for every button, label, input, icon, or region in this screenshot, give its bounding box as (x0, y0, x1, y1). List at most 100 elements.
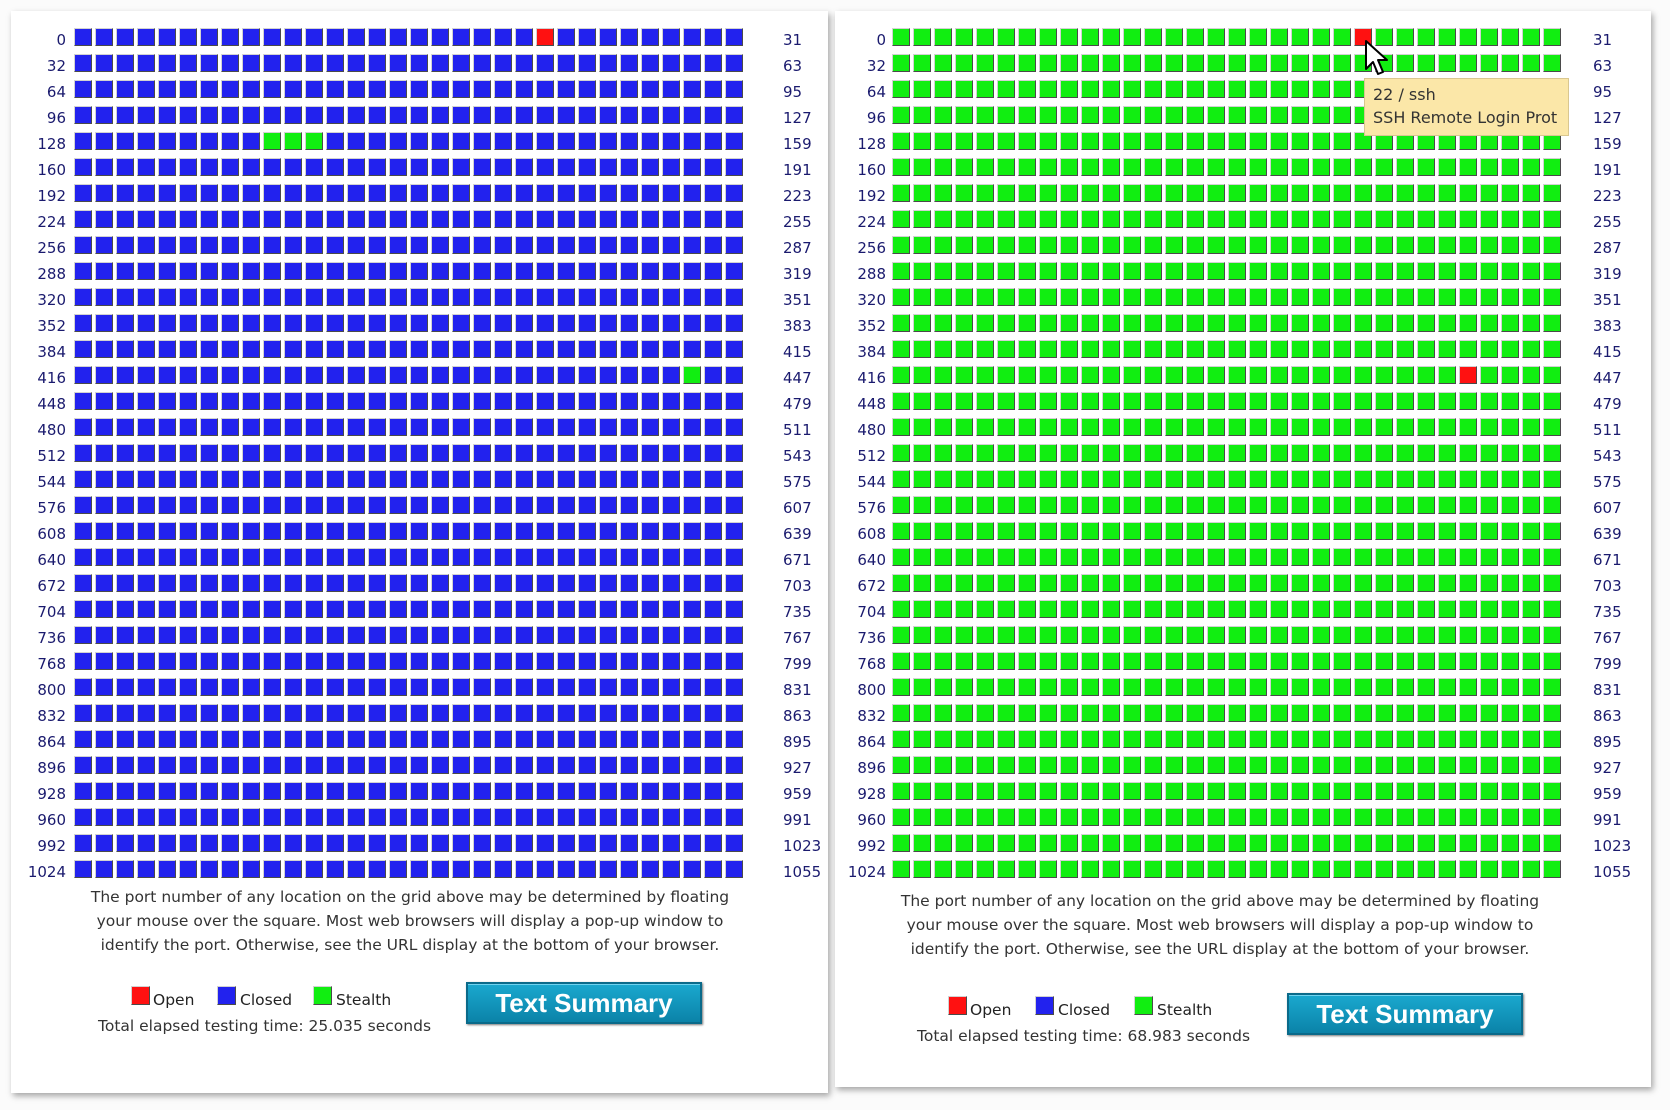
port-cell-589[interactable] (1165, 496, 1183, 514)
port-cell-822[interactable] (1354, 678, 1372, 696)
port-cell-972[interactable] (1144, 808, 1162, 826)
port-cell-719[interactable] (1207, 600, 1225, 618)
port-cell-860[interactable] (1480, 704, 1498, 722)
port-cell-530[interactable] (1270, 444, 1288, 462)
port-cell-35[interactable] (955, 54, 973, 72)
port-cell-709[interactable] (997, 600, 1015, 618)
port-cell-11[interactable] (305, 28, 323, 46)
port-cell-334[interactable] (368, 288, 386, 306)
port-cell-805[interactable] (997, 678, 1015, 696)
port-cell-932[interactable] (158, 782, 176, 800)
port-cell-976[interactable] (1228, 808, 1246, 826)
port-cell-920[interactable] (578, 756, 596, 774)
port-cell-28[interactable] (662, 28, 680, 46)
port-cell-907[interactable] (1123, 756, 1141, 774)
port-cell-1040[interactable] (410, 860, 428, 878)
port-cell-365[interactable] (347, 314, 365, 332)
port-cell-725[interactable] (1333, 600, 1351, 618)
port-cell-517[interactable] (179, 444, 197, 462)
port-cell-957[interactable] (1501, 782, 1519, 800)
port-cell-717[interactable] (347, 600, 365, 618)
port-cell-945[interactable] (431, 782, 449, 800)
port-cell-428[interactable] (1144, 366, 1162, 384)
port-cell-1053[interactable] (683, 860, 701, 878)
port-cell-908[interactable] (1144, 756, 1162, 774)
port-cell-88[interactable] (578, 80, 596, 98)
port-cell-672[interactable] (892, 574, 910, 592)
port-cell-554[interactable] (1102, 470, 1120, 488)
port-cell-882[interactable] (452, 730, 470, 748)
port-cell-106[interactable] (1102, 106, 1120, 124)
port-cell-530[interactable] (452, 444, 470, 462)
port-cell-651[interactable] (305, 548, 323, 566)
port-cell-1003[interactable] (1123, 834, 1141, 852)
port-cell-190[interactable] (704, 158, 722, 176)
port-cell-871[interactable] (221, 730, 239, 748)
port-cell-774[interactable] (1018, 652, 1036, 670)
port-cell-404[interactable] (1312, 340, 1330, 358)
port-cell-1038[interactable] (368, 860, 386, 878)
text-summary-button-left[interactable]: Text Summary (466, 982, 702, 1024)
port-cell-37[interactable] (179, 54, 197, 72)
port-cell-250[interactable] (620, 210, 638, 228)
port-cell-410[interactable] (1438, 340, 1456, 358)
port-cell-414[interactable] (1522, 340, 1540, 358)
port-cell-371[interactable] (1291, 314, 1309, 332)
port-cell-567[interactable] (1375, 470, 1393, 488)
port-cell-866[interactable] (116, 730, 134, 748)
port-cell-177[interactable] (431, 158, 449, 176)
port-cell-770[interactable] (934, 652, 952, 670)
port-cell-1054[interactable] (704, 860, 722, 878)
port-cell-56[interactable] (578, 54, 596, 72)
port-cell-712[interactable] (1060, 600, 1078, 618)
port-cell-0[interactable] (892, 28, 910, 46)
port-cell-704[interactable] (892, 600, 910, 618)
port-cell-438[interactable] (1354, 366, 1372, 384)
port-cell-302[interactable] (368, 262, 386, 280)
port-cell-763[interactable] (1459, 626, 1477, 644)
port-cell-781[interactable] (347, 652, 365, 670)
port-cell-397[interactable] (347, 340, 365, 358)
port-cell-838[interactable] (200, 704, 218, 722)
port-cell-71[interactable] (221, 80, 239, 98)
port-cell-760[interactable] (578, 626, 596, 644)
port-cell-568[interactable] (578, 470, 596, 488)
port-cell-700[interactable] (662, 574, 680, 592)
port-cell-912[interactable] (410, 756, 428, 774)
port-cell-877[interactable] (347, 730, 365, 748)
port-cell-985[interactable] (599, 808, 617, 826)
port-cell-170[interactable] (284, 158, 302, 176)
port-cell-10[interactable] (1102, 28, 1120, 46)
port-cell-261[interactable] (179, 236, 197, 254)
port-cell-868[interactable] (976, 730, 994, 748)
port-cell-1021[interactable] (1501, 834, 1519, 852)
port-cell-459[interactable] (305, 392, 323, 410)
port-cell-1052[interactable] (662, 860, 680, 878)
port-cell-274[interactable] (1270, 236, 1288, 254)
port-cell-811[interactable] (1123, 678, 1141, 696)
port-cell-63[interactable] (725, 54, 743, 72)
port-cell-733[interactable] (1501, 600, 1519, 618)
port-cell-282[interactable] (1438, 236, 1456, 254)
port-cell-952[interactable] (1396, 782, 1414, 800)
port-cell-40[interactable] (242, 54, 260, 72)
port-cell-634[interactable] (1438, 522, 1456, 540)
port-cell-711[interactable] (1039, 600, 1057, 618)
port-cell-735[interactable] (725, 600, 743, 618)
port-cell-415[interactable] (725, 340, 743, 358)
port-cell-970[interactable] (284, 808, 302, 826)
port-cell-488[interactable] (242, 418, 260, 436)
port-cell-44[interactable] (1144, 54, 1162, 72)
port-cell-747[interactable] (305, 626, 323, 644)
port-cell-69[interactable] (997, 80, 1015, 98)
port-cell-699[interactable] (1459, 574, 1477, 592)
port-cell-1045[interactable] (515, 860, 533, 878)
port-cell-322[interactable] (934, 288, 952, 306)
port-cell-592[interactable] (410, 496, 428, 514)
port-cell-711[interactable] (221, 600, 239, 618)
port-cell-133[interactable] (997, 132, 1015, 150)
port-cell-187[interactable] (1459, 158, 1477, 176)
port-cell-930[interactable] (934, 782, 952, 800)
port-cell-65[interactable] (95, 80, 113, 98)
port-cell-734[interactable] (704, 600, 722, 618)
